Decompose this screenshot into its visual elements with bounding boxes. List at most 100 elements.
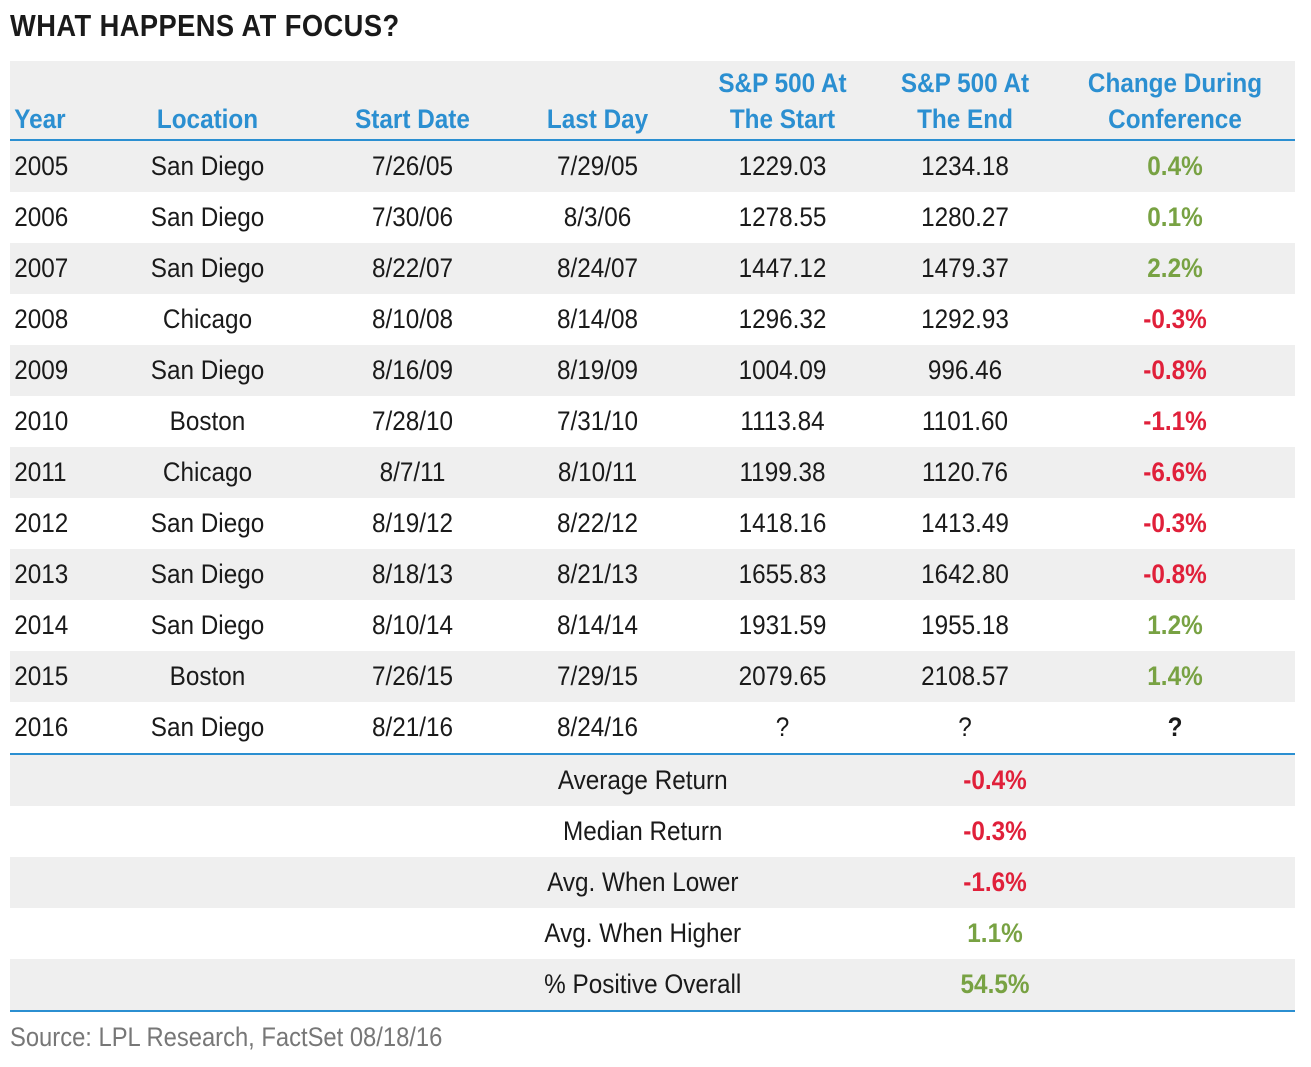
- cell-sp-start: 1113.84: [740, 406, 825, 436]
- summary-label: Avg. When Lower: [547, 867, 739, 897]
- cell-sp-end: 1642.80: [921, 559, 1009, 589]
- cell-change: 1.4%: [1147, 661, 1203, 691]
- cell-last-day: 8/19/09: [556, 355, 639, 385]
- cell-sp-start: 2079.65: [738, 661, 827, 691]
- summary-label: Avg. When Higher: [544, 918, 742, 948]
- header-sp-end: S&P 500 At The End: [900, 68, 1030, 134]
- table-row: 2011 Chicago 8/7/11 8/10/11 1199.38 1120.76 -6…: [10, 447, 1295, 498]
- cell-sp-start: 1655.83: [738, 559, 827, 589]
- cell-location: San Diego: [150, 202, 265, 232]
- cell-last-day: 8/3/06: [563, 202, 632, 232]
- cell-last-day: 8/24/07: [556, 253, 639, 283]
- cell-change: 0.4%: [1147, 151, 1203, 181]
- cell-start-date: 8/7/11: [379, 457, 446, 487]
- cell-sp-end: 1955.18: [921, 610, 1009, 640]
- cell-sp-start: 1229.03: [738, 151, 827, 181]
- cell-location: Boston: [169, 661, 246, 691]
- cell-change: -0.8%: [1143, 355, 1207, 385]
- cell-start-date: 7/26/15: [371, 661, 454, 691]
- table-row: 2005 San Diego 7/26/05 7/29/05 1229.03 1234.1…: [10, 141, 1295, 192]
- cell-sp-start: ?: [775, 712, 790, 742]
- cell-sp-start: 1296.32: [738, 304, 827, 334]
- body-divider: [10, 753, 1295, 755]
- cell-year: 2005: [14, 151, 69, 181]
- header-location: Location: [156, 104, 259, 134]
- table-header-row: Year Location Start Date Last Day S&P 50…: [10, 61, 1295, 139]
- cell-sp-end: 1292.93: [921, 304, 1009, 334]
- cell-last-day: 8/21/13: [556, 559, 639, 589]
- cell-last-day: 7/31/10: [556, 406, 639, 436]
- cell-year: 2010: [14, 406, 69, 436]
- table-row: 2014 San Diego 8/10/14 8/14/14 1931.59 1955.1…: [10, 600, 1295, 651]
- cell-sp-end: 996.46: [927, 355, 1003, 385]
- cell-change: -0.8%: [1143, 559, 1207, 589]
- cell-last-day: 7/29/05: [556, 151, 639, 181]
- cell-change: -0.3%: [1143, 508, 1207, 538]
- cell-location: San Diego: [150, 253, 265, 283]
- summary-section: Average Return -0.4% Median Return -0.3% Avg…: [10, 755, 1295, 1010]
- cell-sp-end: 1479.37: [921, 253, 1009, 283]
- summary-label: Median Return: [563, 816, 723, 846]
- cell-start-date: 8/21/16: [371, 712, 454, 742]
- cell-location: Boston: [169, 406, 246, 436]
- cell-year: 2009: [14, 355, 69, 385]
- cell-start-date: 7/26/05: [371, 151, 454, 181]
- summary-label-cell: Avg. When Lower: [53, 867, 832, 898]
- cell-sp-end: 1101.60: [921, 406, 1009, 436]
- cell-sp-start: 1931.59: [738, 610, 827, 640]
- table-row: 2012 San Diego 8/19/12 8/22/12 1418.16 1413.4…: [10, 498, 1295, 549]
- footer-divider: [10, 1010, 1295, 1012]
- cell-year: 2012: [14, 508, 69, 538]
- table-row: 2013 San Diego 8/18/13 8/21/13 1655.83 1642.8…: [10, 549, 1295, 600]
- focus-returns-table: Year Location Start Date Last Day S&P 50…: [10, 61, 1295, 1012]
- cell-sp-end: 1234.18: [921, 151, 1009, 181]
- cell-sp-end: 1120.76: [921, 457, 1009, 487]
- cell-sp-start: 1199.38: [739, 457, 826, 487]
- header-last-day: Last Day: [546, 104, 649, 134]
- header-divider: [10, 139, 1295, 141]
- cell-sp-start: 1418.16: [738, 508, 827, 538]
- summary-label-cell: Average Return: [53, 765, 832, 796]
- cell-year: 2014: [14, 610, 69, 640]
- summary-row: Median Return -0.3%: [10, 806, 1295, 857]
- summary-value: -0.3%: [963, 816, 1027, 846]
- cell-location: San Diego: [150, 559, 265, 589]
- cell-last-day: 7/29/15: [556, 661, 639, 691]
- summary-label: Average Return: [557, 765, 728, 795]
- cell-sp-end: 1280.27: [921, 202, 1009, 232]
- cell-last-day: 8/22/12: [556, 508, 639, 538]
- cell-start-date: 8/10/14: [371, 610, 454, 640]
- summary-label-cell: Avg. When Higher: [53, 918, 832, 949]
- cell-change: ?: [1167, 712, 1183, 742]
- cell-year: 2013: [14, 559, 69, 589]
- cell-year: 2007: [14, 253, 69, 283]
- cell-change: -0.3%: [1143, 304, 1207, 334]
- table-row: 2010 Boston 7/28/10 7/31/10 1113.84 1101.60 -1…: [10, 396, 1295, 447]
- summary-row: Avg. When Higher 1.1%: [10, 908, 1295, 959]
- cell-sp-start: 1447.12: [738, 253, 827, 283]
- cell-location: San Diego: [150, 610, 265, 640]
- summary-value: 1.1%: [967, 918, 1023, 948]
- cell-year: 2015: [14, 661, 69, 691]
- table-body: 2005 San Diego 7/26/05 7/29/05 1229.03 1234.1…: [10, 141, 1295, 753]
- cell-start-date: 8/19/12: [371, 508, 454, 538]
- cell-change: 0.1%: [1147, 202, 1203, 232]
- cell-location: Chicago: [162, 304, 253, 334]
- summary-label-cell: % Positive Overall: [53, 969, 832, 1000]
- header-year: Year: [14, 104, 66, 134]
- cell-last-day: 8/14/14: [556, 610, 639, 640]
- cell-location: Chicago: [162, 457, 253, 487]
- table-row: 2015 Boston 7/26/15 7/29/15 2079.65 2108.57 1.…: [10, 651, 1295, 702]
- summary-value: -0.4%: [963, 765, 1027, 795]
- cell-last-day: 8/10/11: [557, 457, 638, 487]
- summary-label-cell: Median Return: [53, 816, 832, 847]
- cell-year: 2008: [14, 304, 69, 334]
- table-row: 2016 San Diego 8/21/16 8/24/16???: [10, 702, 1295, 753]
- cell-location: San Diego: [150, 355, 265, 385]
- cell-sp-start: 1278.55: [738, 202, 827, 232]
- cell-sp-end: 2108.57: [921, 661, 1009, 691]
- cell-start-date: 7/28/10: [371, 406, 454, 436]
- cell-start-date: 8/16/09: [371, 355, 454, 385]
- chart-title: WHAT HAPPENS AT FOCUS?: [10, 8, 400, 43]
- cell-change: -6.6%: [1143, 457, 1207, 487]
